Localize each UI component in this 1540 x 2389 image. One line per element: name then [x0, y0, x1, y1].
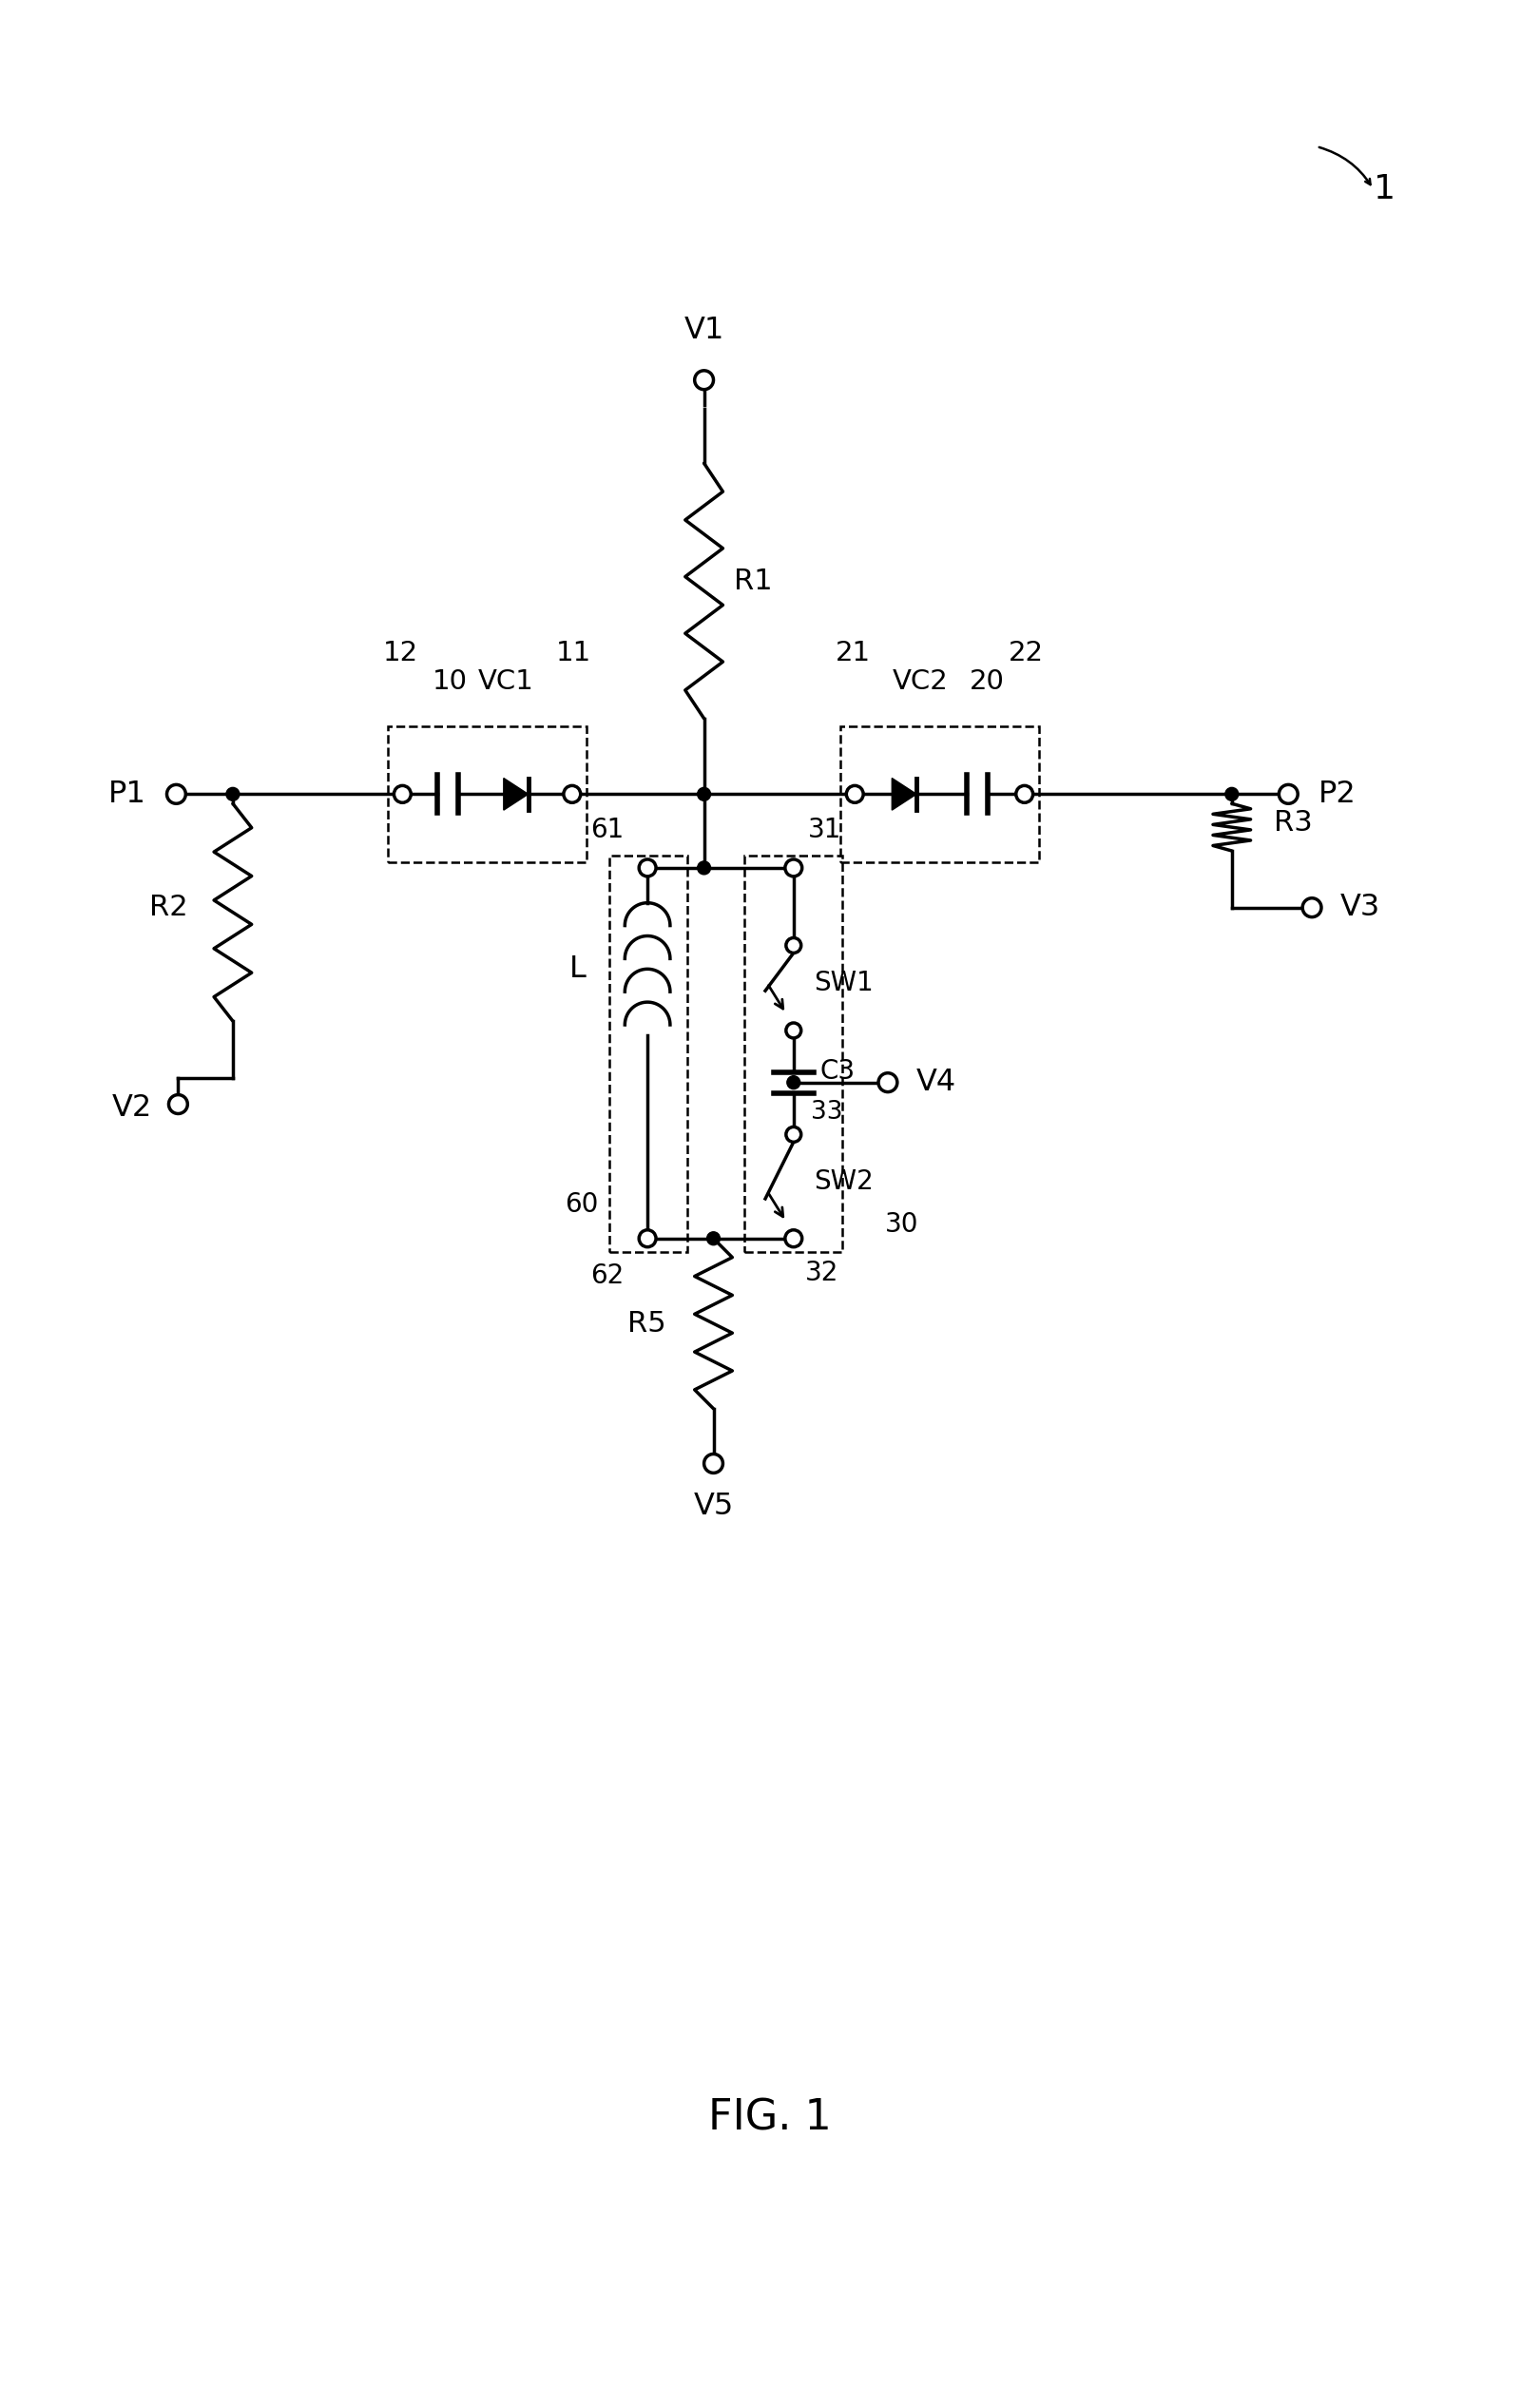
Text: 11: 11: [556, 640, 591, 667]
Text: P1: P1: [108, 779, 146, 810]
Text: 10: 10: [433, 669, 467, 695]
Polygon shape: [504, 779, 528, 810]
Text: V3: V3: [1340, 893, 1380, 922]
Circle shape: [166, 784, 186, 803]
Circle shape: [1278, 784, 1298, 803]
Text: V2: V2: [112, 1094, 152, 1123]
Text: SW1: SW1: [815, 970, 873, 996]
Text: 22: 22: [1009, 640, 1044, 667]
Text: P2: P2: [1318, 779, 1357, 810]
Circle shape: [1016, 786, 1033, 803]
Circle shape: [707, 1233, 721, 1245]
Text: R1: R1: [735, 569, 773, 595]
Text: 21: 21: [835, 640, 870, 667]
Text: VC1: VC1: [477, 669, 534, 695]
Circle shape: [704, 1455, 722, 1474]
Text: 12: 12: [383, 640, 419, 667]
Text: R3: R3: [1274, 810, 1314, 836]
Text: V1: V1: [684, 315, 724, 344]
Circle shape: [785, 1022, 801, 1039]
Text: 31: 31: [807, 817, 841, 843]
Circle shape: [639, 860, 656, 877]
Text: C3: C3: [819, 1058, 855, 1085]
Text: V5: V5: [693, 1491, 733, 1522]
Circle shape: [785, 1128, 801, 1142]
Circle shape: [564, 786, 581, 803]
Text: 30: 30: [885, 1211, 919, 1238]
Circle shape: [785, 939, 801, 953]
Circle shape: [847, 786, 864, 803]
Circle shape: [878, 1073, 898, 1092]
Text: 62: 62: [590, 1261, 624, 1288]
Text: VC2: VC2: [893, 669, 949, 695]
Text: R2: R2: [149, 893, 188, 922]
Circle shape: [785, 1230, 801, 1247]
Text: SW2: SW2: [815, 1168, 873, 1194]
Circle shape: [787, 1075, 801, 1089]
Text: 60: 60: [565, 1192, 599, 1218]
Circle shape: [639, 1230, 656, 1247]
Circle shape: [226, 788, 239, 800]
Text: L: L: [570, 953, 587, 984]
Circle shape: [169, 1094, 188, 1113]
Text: 61: 61: [590, 817, 624, 843]
Text: 32: 32: [805, 1259, 838, 1285]
Text: 33: 33: [810, 1099, 842, 1125]
Text: V4: V4: [916, 1068, 956, 1097]
Circle shape: [1226, 788, 1238, 800]
Circle shape: [698, 788, 710, 800]
Circle shape: [785, 1230, 802, 1247]
Text: R5: R5: [628, 1309, 667, 1338]
Text: 1: 1: [1374, 172, 1395, 205]
Circle shape: [698, 862, 710, 874]
Text: FIG. 1: FIG. 1: [708, 2098, 832, 2138]
Polygon shape: [892, 779, 916, 810]
Circle shape: [785, 860, 802, 877]
Text: 20: 20: [969, 669, 1004, 695]
Circle shape: [695, 370, 713, 389]
Circle shape: [1303, 898, 1321, 917]
Circle shape: [394, 786, 411, 803]
